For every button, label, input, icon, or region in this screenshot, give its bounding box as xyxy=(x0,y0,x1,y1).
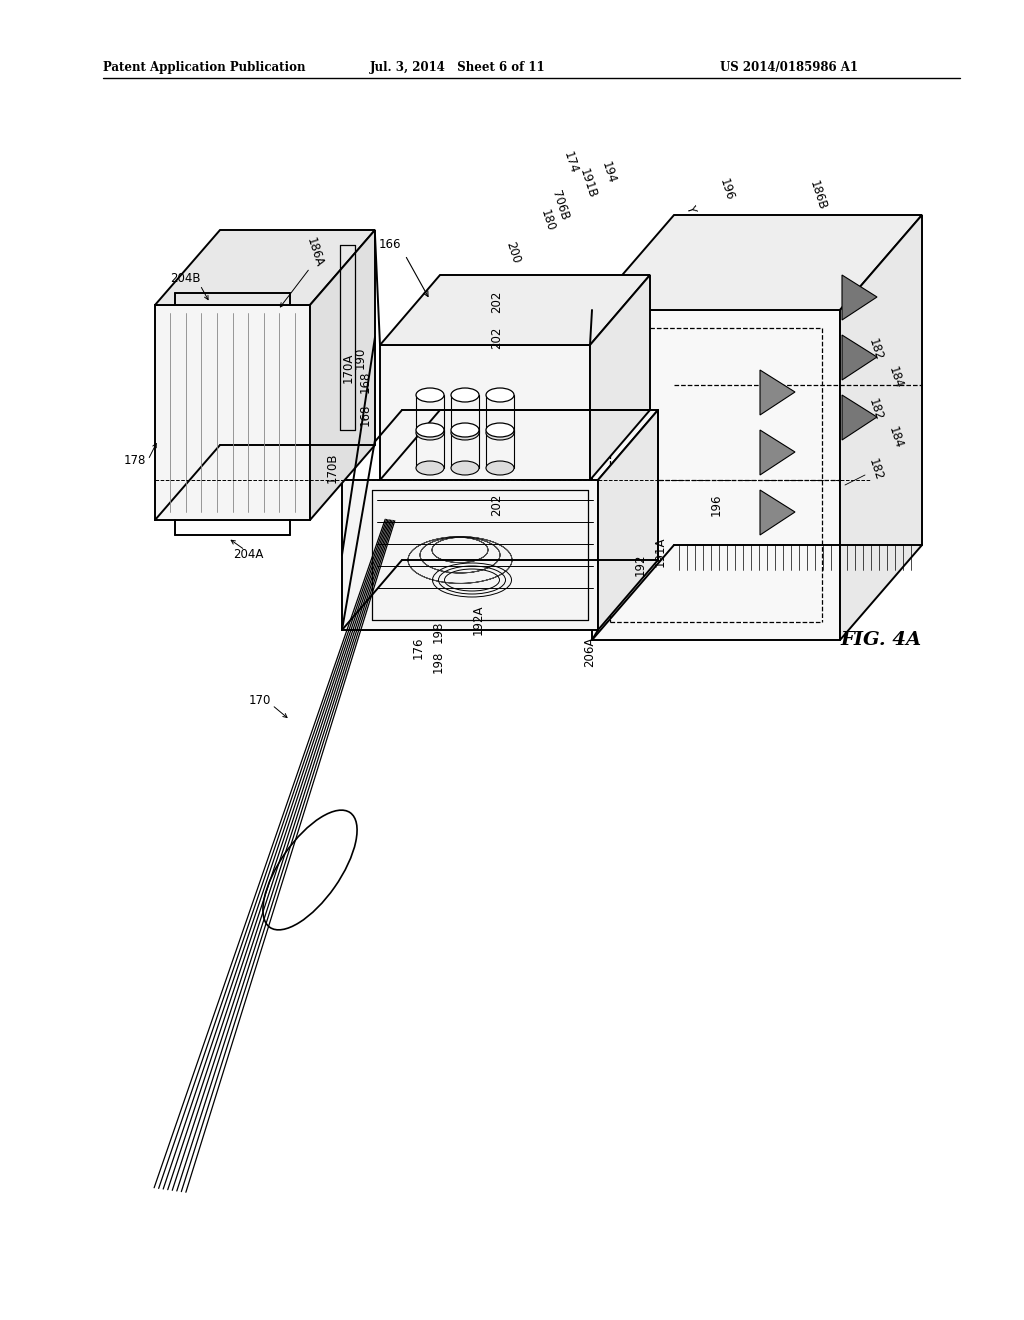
Ellipse shape xyxy=(486,426,514,440)
Ellipse shape xyxy=(486,461,514,475)
Polygon shape xyxy=(342,480,598,630)
Ellipse shape xyxy=(451,388,479,403)
Text: 174: 174 xyxy=(560,150,580,176)
Text: Jul. 3, 2014   Sheet 6 of 11: Jul. 3, 2014 Sheet 6 of 11 xyxy=(370,62,546,74)
Text: 168: 168 xyxy=(358,404,372,426)
Text: 186B: 186B xyxy=(807,178,828,211)
Text: 170: 170 xyxy=(249,693,271,706)
Text: 184: 184 xyxy=(886,425,904,450)
Text: 184: 184 xyxy=(886,366,904,391)
Text: 202: 202 xyxy=(490,290,504,313)
Text: 196: 196 xyxy=(717,177,735,203)
Ellipse shape xyxy=(416,422,444,437)
Ellipse shape xyxy=(486,388,514,403)
Text: 180: 180 xyxy=(538,207,557,232)
Text: 182: 182 xyxy=(865,457,885,483)
Text: Patent Application Publication: Patent Application Publication xyxy=(103,62,305,74)
Text: 166: 166 xyxy=(379,239,401,252)
Polygon shape xyxy=(310,230,375,520)
Text: 196: 196 xyxy=(710,494,723,516)
Polygon shape xyxy=(155,230,375,305)
Text: 192A: 192A xyxy=(471,605,484,635)
Text: 202: 202 xyxy=(490,327,504,350)
Text: 182: 182 xyxy=(865,338,885,363)
Polygon shape xyxy=(760,430,795,475)
Polygon shape xyxy=(380,275,650,345)
Text: 168: 168 xyxy=(358,371,372,393)
Text: 191A: 191A xyxy=(653,537,667,568)
Ellipse shape xyxy=(451,422,479,437)
Polygon shape xyxy=(840,215,922,640)
Text: 204A: 204A xyxy=(232,549,263,561)
Text: 182: 182 xyxy=(865,397,885,422)
Text: 190: 190 xyxy=(353,347,367,370)
Ellipse shape xyxy=(451,461,479,475)
Polygon shape xyxy=(592,310,840,640)
Text: 186A: 186A xyxy=(304,235,326,268)
Polygon shape xyxy=(155,305,310,520)
Polygon shape xyxy=(760,370,795,414)
Text: 178: 178 xyxy=(124,454,146,466)
Polygon shape xyxy=(842,335,877,380)
Polygon shape xyxy=(590,275,650,480)
Polygon shape xyxy=(760,490,795,535)
Polygon shape xyxy=(842,395,877,440)
Text: 200: 200 xyxy=(504,239,522,264)
Text: 204B: 204B xyxy=(170,272,201,285)
Ellipse shape xyxy=(451,426,479,440)
Text: FIG. 4A: FIG. 4A xyxy=(840,631,922,649)
Text: 194: 194 xyxy=(598,160,617,186)
Ellipse shape xyxy=(416,388,444,403)
Text: 192: 192 xyxy=(634,554,646,577)
Text: 170A: 170A xyxy=(341,352,354,383)
Text: 202: 202 xyxy=(490,494,504,516)
Text: 191B: 191B xyxy=(578,166,599,199)
Ellipse shape xyxy=(416,426,444,440)
Text: 170B: 170B xyxy=(326,453,339,483)
Text: Y: Y xyxy=(683,202,697,214)
Polygon shape xyxy=(598,411,658,630)
Text: 706B: 706B xyxy=(549,189,571,222)
Ellipse shape xyxy=(416,461,444,475)
Polygon shape xyxy=(592,215,922,310)
Polygon shape xyxy=(842,275,877,319)
Text: US 2014/0185986 A1: US 2014/0185986 A1 xyxy=(720,62,858,74)
Text: 198: 198 xyxy=(431,651,444,673)
Text: 198: 198 xyxy=(431,620,444,643)
Polygon shape xyxy=(380,345,590,480)
Text: 176: 176 xyxy=(412,636,425,659)
Ellipse shape xyxy=(486,422,514,437)
Text: 206A: 206A xyxy=(584,636,597,667)
